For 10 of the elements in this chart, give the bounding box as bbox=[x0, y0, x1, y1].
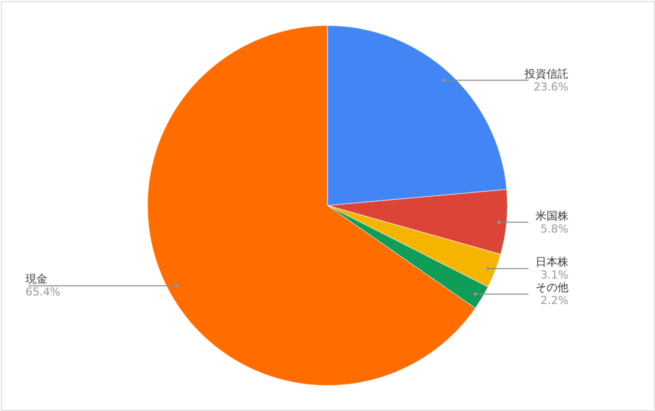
slice-label: その他 bbox=[536, 281, 568, 294]
data-label: 2.2% bbox=[540, 294, 568, 308]
slice-label: 現金 bbox=[26, 272, 48, 286]
slice-label: 日本株 bbox=[536, 256, 568, 269]
data-label: 3.1% bbox=[540, 268, 568, 282]
data-label: 23.6% bbox=[534, 80, 568, 94]
data-label: 5.8% bbox=[540, 222, 568, 236]
data-label: 65.4% bbox=[26, 286, 60, 299]
slice-label: 投資信託 bbox=[524, 67, 568, 80]
slice-label: 米国株 bbox=[536, 209, 568, 222]
